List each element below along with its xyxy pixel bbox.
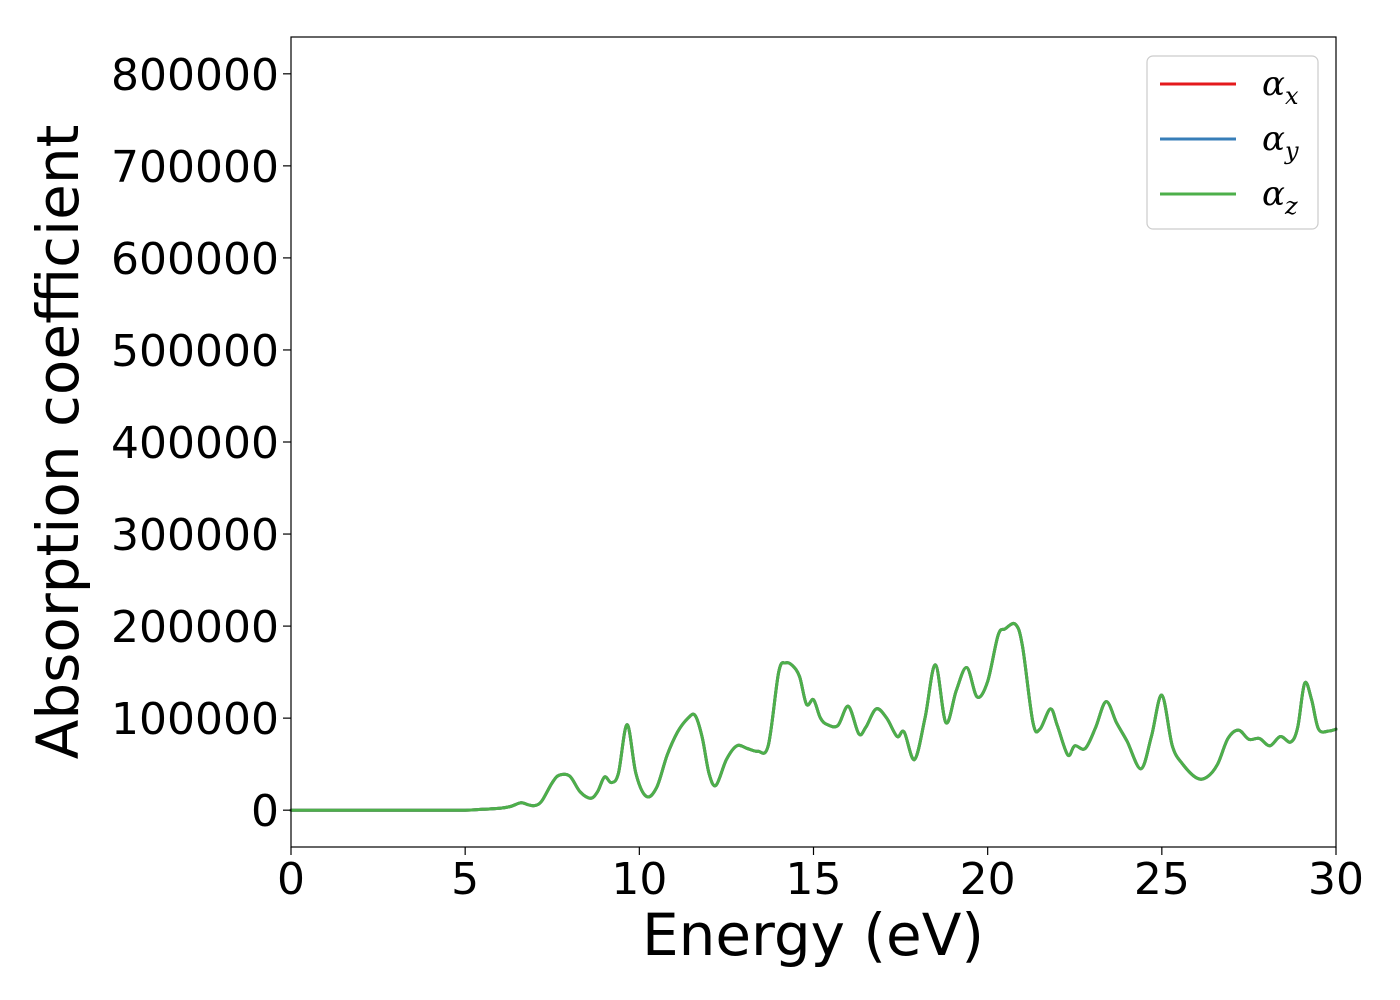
y-tick-label: 800000 — [111, 50, 279, 101]
x-tick-label: 15 — [786, 854, 842, 905]
x-tick-label: 25 — [1134, 854, 1190, 905]
y-tick-label: 700000 — [111, 142, 279, 193]
legend-label: αz — [1262, 174, 1298, 220]
y-tick-label: 100000 — [111, 694, 279, 745]
legend-label-base: α — [1262, 119, 1285, 159]
y-tick-label: 400000 — [111, 418, 279, 469]
x-tick-label: 10 — [611, 854, 667, 905]
x-tick-label: 20 — [960, 854, 1016, 905]
x-tick-label: 30 — [1308, 854, 1364, 905]
legend-label: αx — [1262, 64, 1299, 110]
x-axis-ticks: 0 5 10 15 20 25 30 — [277, 847, 1364, 905]
y-tick-label: 300000 — [111, 510, 279, 561]
y-axis-label: Absorption coefficient — [24, 125, 92, 760]
y-tick-label: 500000 — [111, 326, 279, 377]
legend-label-base: α — [1262, 64, 1285, 104]
y-tick-label: 0 — [251, 786, 279, 837]
legend-label-sub: y — [1284, 137, 1299, 165]
legend-label-sub: x — [1285, 82, 1299, 110]
series-layer — [289, 621, 1338, 812]
legend-label-base: α — [1262, 174, 1285, 214]
x-axis-label: Energy (eV) — [642, 901, 984, 969]
y-tick-label: 200000 — [111, 602, 279, 653]
x-tick-label: 5 — [451, 854, 479, 905]
legend-label-sub: z — [1284, 192, 1298, 220]
series-line-z — [289, 621, 1338, 812]
x-tick-label: 0 — [277, 854, 305, 905]
y-tick-label: 600000 — [111, 234, 279, 285]
legend-label: αy — [1262, 119, 1299, 165]
y-axis-ticks: 0 100000 200000 300000 400000 500000 600000 700… — [111, 50, 291, 837]
legend-box — [1146, 55, 1319, 230]
